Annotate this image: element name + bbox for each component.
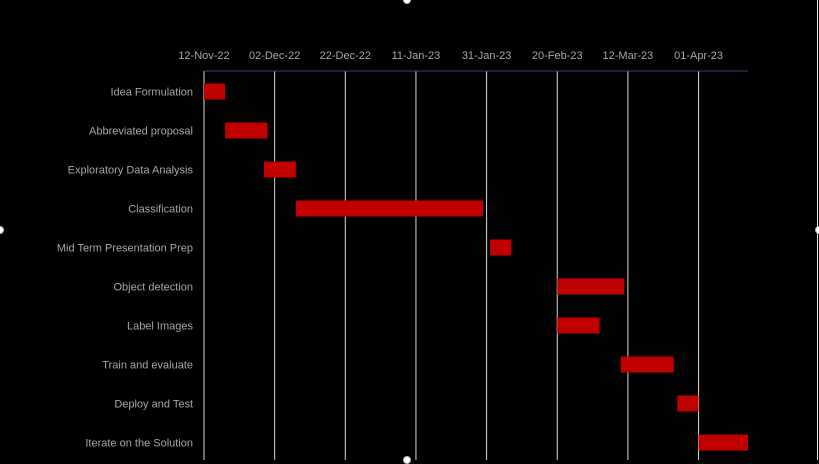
task-label: Label Images <box>127 321 194 333</box>
x-tick-label: 12-Mar-23 <box>603 50 654 62</box>
task-label: Object detection <box>114 282 194 294</box>
task-bars <box>204 83 748 451</box>
x-tick-label: 11-Jan-23 <box>392 50 441 62</box>
task-label: Train and evaluate <box>102 360 193 372</box>
task-label: Abbreviated proposal <box>89 126 193 138</box>
x-tick-label: 01-Apr-23 <box>674 50 723 62</box>
task-bar[interactable] <box>557 317 600 334</box>
task-bar[interactable] <box>677 395 699 412</box>
task-label: Deploy and Test <box>114 399 193 411</box>
task-label: Exploratory Data Analysis <box>68 165 194 177</box>
task-bar[interactable] <box>225 122 268 139</box>
task-bar[interactable] <box>698 434 748 451</box>
task-bar[interactable] <box>557 278 625 295</box>
x-tick-label: 22-Dec-22 <box>320 50 371 62</box>
task-label: Iterate on the Solution <box>85 438 193 450</box>
task-label: Idea Formulation <box>110 87 193 99</box>
gridlines <box>203 71 700 460</box>
task-bar[interactable] <box>264 161 296 178</box>
task-bar[interactable] <box>490 239 512 256</box>
resize-handle-right[interactable] <box>815 226 819 234</box>
x-tick-label: 02-Dec-22 <box>249 50 300 62</box>
task-label: Classification <box>128 204 193 216</box>
resize-handle-bottom[interactable] <box>403 456 411 464</box>
task-label: Mid Term Presentation Prep <box>57 243 193 255</box>
task-bar[interactable] <box>295 200 484 217</box>
x-tick-labels: 12-Nov-22 02-Dec-22 22-Dec-22 11-Jan-23 31-J… <box>178 50 723 62</box>
task-bar[interactable] <box>620 356 674 373</box>
task-labels: Idea Formulation Abbreviated proposal Expl… <box>57 87 194 450</box>
task-bar[interactable] <box>204 83 226 100</box>
x-tick-label: 12-Nov-22 <box>178 50 229 62</box>
x-tick-label: 31-Jan-23 <box>462 50 512 62</box>
x-tick-label: 20-Feb-23 <box>532 50 583 62</box>
